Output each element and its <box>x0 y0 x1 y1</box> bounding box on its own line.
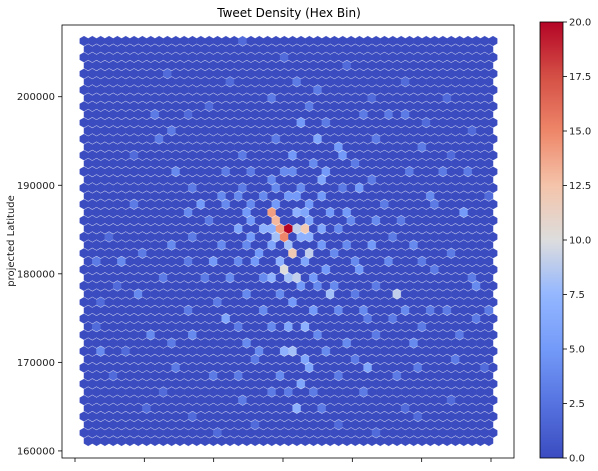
y-tick-label: 180000 <box>17 269 55 280</box>
colorbar-tick-label: 0.0 <box>569 454 585 465</box>
y-axis-label: projected Latitude <box>6 195 17 287</box>
colorbar-tick-label: 12.5 <box>569 181 591 192</box>
colorbar-tick-label: 15.0 <box>569 127 591 138</box>
colorbar-tick-label: 7.5 <box>569 290 585 301</box>
colorbar-tick-label: 17.5 <box>569 72 591 83</box>
hexbin-cells <box>80 36 498 446</box>
y-tick-label: 170000 <box>17 358 55 369</box>
colorbar: 0.0 2.5 5.0 7.5 10.0 12.5 15.0 17.5 20.0 <box>540 18 591 465</box>
colorbar-tick-label: 20.0 <box>569 18 591 29</box>
x-axis <box>75 458 491 462</box>
y-axis: 160000 170000 180000 190000 200000 <box>17 92 62 457</box>
colorbar-gradient <box>540 22 563 458</box>
colorbar-tick-label: 2.5 <box>569 399 585 410</box>
colorbar-tick-label: 10.0 <box>569 236 591 247</box>
y-tick-label: 200000 <box>17 92 55 103</box>
y-tick-label: 160000 <box>17 446 55 457</box>
chart-title: Tweet Density (Hex Bin) <box>216 6 361 20</box>
y-tick-label: 190000 <box>17 181 55 192</box>
colorbar-tick-label: 5.0 <box>569 345 585 356</box>
